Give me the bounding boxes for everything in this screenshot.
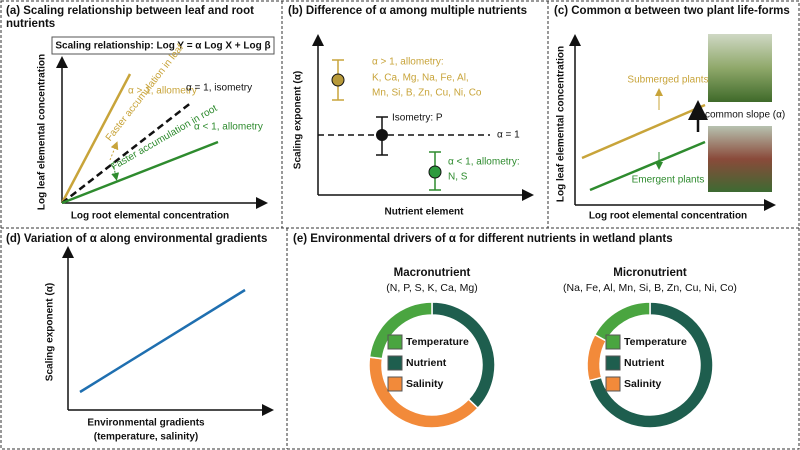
- panel-title: (c) Common α between two plant life-form…: [554, 5, 790, 17]
- legend-swatch: [605, 376, 621, 392]
- panel-title: (d) Variation of α along environmental g…: [6, 233, 268, 245]
- point-high: [331, 73, 345, 87]
- high-elements: Mn, Si, B, Zn, Cu, Ni, Co: [372, 88, 482, 99]
- x-axis-label: Log root elemental concentration: [71, 211, 229, 222]
- submerged-photo: [708, 34, 772, 102]
- legend-swatch: [387, 355, 403, 371]
- panel-title: (e) Environmental drivers of α for diffe…: [293, 233, 673, 245]
- donut-segment: [588, 301, 714, 429]
- legend-swatch: [387, 376, 403, 392]
- equation-box: [51, 36, 275, 55]
- reference-label: α = 1: [497, 130, 520, 141]
- axes-b: [312, 34, 534, 201]
- submerged-line: [581, 103, 706, 160]
- allometry-low-label: α < 1, allometry: [194, 122, 263, 133]
- low-label: α < 1, allometry:: [448, 157, 520, 168]
- isometry-label: α = 1, isometry: [186, 83, 252, 94]
- axes-d: [62, 246, 274, 416]
- allometry-low-line: [61, 140, 219, 205]
- submerged-label: Submerged plants: [627, 75, 708, 86]
- axes-c: [569, 34, 776, 211]
- donut-subtitle: (Na, Fe, Al, Mn, Si, B, Zn, Cu, Ni, Co): [563, 282, 737, 294]
- axes-a: [56, 56, 268, 209]
- x-axis-label: Nutrient element: [385, 207, 465, 218]
- legend-label: Salinity: [406, 378, 444, 390]
- legend-label: Salinity: [624, 378, 662, 390]
- isometry-line: [61, 101, 193, 204]
- x-axis-label: Environmental gradients: [87, 418, 205, 429]
- isometry-label: Isometry: P: [392, 113, 443, 124]
- donut-segment: [368, 301, 433, 360]
- leaf-arrow: [109, 141, 119, 161]
- emergent-line: [589, 140, 706, 192]
- donut-segment: [586, 333, 608, 382]
- donut-title: Macronutrient: [394, 267, 471, 279]
- legend-swatch: [605, 334, 621, 350]
- legend-label: Nutrient: [624, 357, 665, 369]
- legend-swatch: [387, 334, 403, 350]
- donut-subtitle: (N, P, S, K, Ca, Mg): [386, 282, 477, 294]
- emergent-photo: [708, 126, 772, 192]
- point-iso: [376, 129, 388, 141]
- panel-title: (b) Difference of α among multiple nutri…: [288, 5, 527, 17]
- legend-label: Temperature: [624, 336, 687, 348]
- donut-segment: [431, 301, 496, 410]
- donut-title: Micronutrient: [613, 267, 687, 279]
- legend-swatch: [605, 355, 621, 371]
- common-slope-label: common slope (α): [705, 110, 785, 121]
- high-label: α > 1, allometry:: [372, 57, 444, 68]
- donut-segment: [593, 301, 651, 342]
- x-axis-sublabel: (temperature, salinity): [94, 432, 198, 443]
- allometry-high-line: [60, 73, 132, 204]
- low-elements: N, S: [448, 172, 468, 183]
- point-low: [428, 165, 442, 179]
- y-axis-label: Log leaf elemental concentration: [37, 54, 48, 210]
- legend-label: Nutrient: [406, 357, 447, 369]
- donut-charts: Macronutrient (N, P, S, K, Ca, Mg) Tempera…: [368, 267, 737, 429]
- y-axis-label: Scaling exponent (α): [293, 71, 304, 169]
- allometry-high-label: α > 1, allometry: [128, 86, 197, 97]
- y-axis-label: Log leaf elemental concentration: [556, 46, 567, 202]
- gradient-line: [79, 288, 246, 394]
- panel-title: (a) Scaling relationship between leaf an…: [6, 5, 254, 30]
- y-axis-label: Scaling exponent (α): [45, 283, 56, 381]
- emergent-label: Emergent plants: [632, 175, 705, 186]
- equation: Scaling relationship: Log Y = α Log X + …: [55, 41, 270, 52]
- legend-label: Temperature: [406, 336, 469, 348]
- high-elements: K, Ca, Mg, Na, Fe, Al,: [372, 73, 469, 84]
- x-axis-label: Log root elemental concentration: [589, 211, 747, 222]
